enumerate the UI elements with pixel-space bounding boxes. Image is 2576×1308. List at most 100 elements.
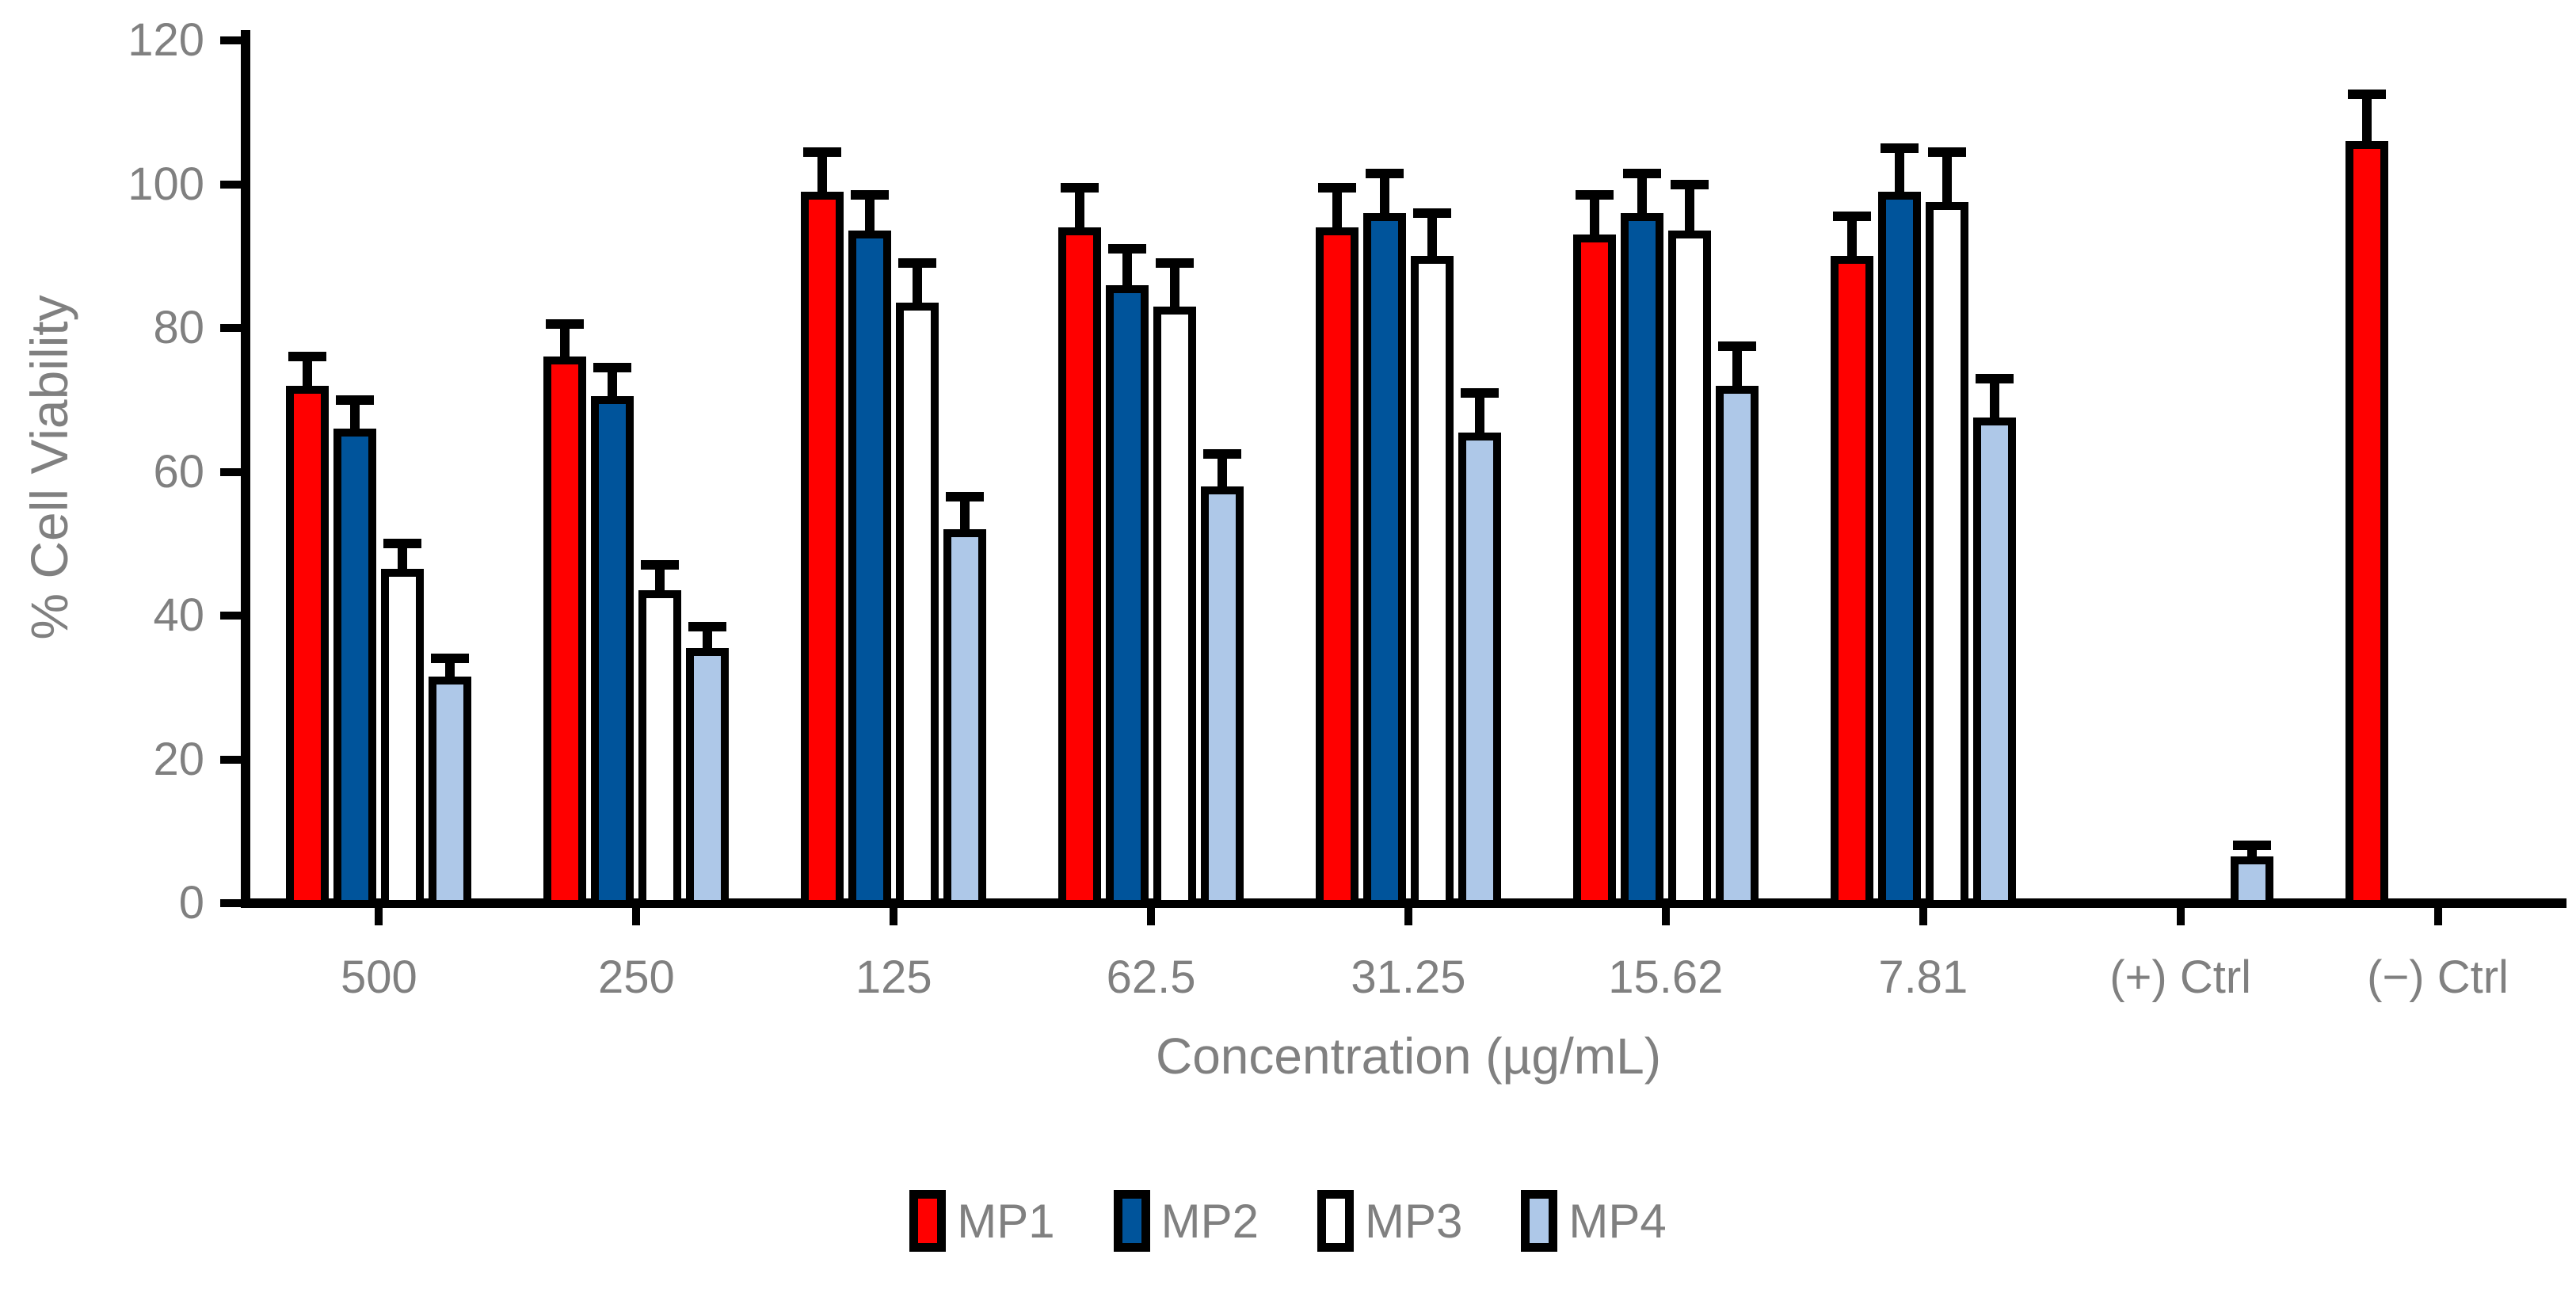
- y-tick-label-80: 80: [153, 302, 204, 353]
- x-axis-tick-5: [1661, 908, 1670, 925]
- error-bar-cap-MP1-15.62: [1575, 190, 1614, 200]
- error-bar-stem-MP1-(−) Ctrl: [2361, 94, 2372, 145]
- error-bar-stem-MP2-500: [350, 399, 360, 433]
- bar-MP2-31.25: [1363, 212, 1406, 908]
- error-bar-cap-MP2-500: [336, 395, 375, 405]
- legend-swatch-MP4: [1521, 1190, 1558, 1252]
- y-tick-label-40: 40: [153, 589, 204, 641]
- error-bar-stem-MP2-7.81: [1894, 148, 1904, 195]
- bar-MP3-7.81: [1925, 202, 1968, 908]
- y-axis-tick-60: [220, 467, 241, 476]
- legend-item-MP4: MP4: [1521, 1190, 1667, 1252]
- bar-MP3-62.5: [1153, 306, 1197, 908]
- bar-MP3-500: [381, 569, 425, 908]
- legend-item-MP2: MP2: [1113, 1190, 1259, 1252]
- error-bar-cap-MP3-125: [898, 258, 937, 269]
- error-bar-cap-MP1-(−) Ctrl: [2347, 90, 2386, 100]
- y-axis-tick-80: [220, 324, 241, 332]
- x-axis-tick-7: [2176, 908, 2185, 925]
- error-bar-stem-MP2-15.62: [1637, 173, 1647, 216]
- bar-MP4-7.81: [1972, 418, 2016, 908]
- error-bar-stem-MP3-15.62: [1684, 184, 1694, 235]
- error-bar-stem-MP1-62.5: [1075, 188, 1085, 231]
- error-bar-cap-MP4-15.62: [1717, 341, 1756, 351]
- legend-item-MP1: MP1: [909, 1190, 1055, 1252]
- bar-MP4-62.5: [1201, 486, 1244, 908]
- bar-MP1-500: [286, 385, 330, 908]
- y-axis-tick-120: [220, 36, 241, 44]
- error-bar-cap-MP4-250: [688, 621, 727, 631]
- x-axis-tick-8: [2433, 908, 2442, 925]
- x-tick-label-5: 15.62: [1608, 951, 1724, 1003]
- error-bar-stem-MP4-62.5: [1218, 453, 1228, 490]
- y-tick-label-20: 20: [153, 733, 204, 785]
- error-bar-cap-MP4-7.81: [1975, 373, 2014, 383]
- error-bar-cap-MP2-250: [593, 362, 632, 372]
- error-bar-stem-MP3-125: [913, 263, 923, 307]
- bar-MP2-500: [333, 429, 377, 908]
- error-bar-stem-MP2-125: [865, 195, 875, 235]
- error-bar-stem-MP2-62.5: [1122, 249, 1133, 288]
- error-bar-cap-MP4-125: [946, 492, 985, 502]
- bar-MP4-500: [429, 677, 472, 908]
- legend-label-MP3: MP3: [1365, 1194, 1463, 1248]
- error-bar-stem-MP4-7.81: [1989, 378, 1999, 421]
- x-axis-tick-6: [1919, 908, 1927, 925]
- bar-MP1-125: [801, 191, 844, 908]
- error-bar-cap-MP2-125: [851, 190, 890, 200]
- legend-label-MP4: MP4: [1568, 1194, 1667, 1248]
- bar-MP4-15.62: [1715, 385, 1759, 908]
- error-bar-stem-MP1-250: [560, 324, 570, 360]
- error-bar-cap-MP4-500: [431, 654, 470, 664]
- bar-MP2-125: [848, 231, 892, 908]
- error-bar-cap-MP4-62.5: [1203, 448, 1242, 459]
- error-bar-stem-MP2-31.25: [1380, 173, 1389, 216]
- bar-MP1-62.5: [1058, 227, 1102, 908]
- error-bar-cap-MP1-62.5: [1061, 183, 1099, 193]
- x-axis-tick-2: [890, 908, 898, 925]
- error-bar-stem-MP3-62.5: [1170, 263, 1180, 310]
- y-axis-tick-0: [220, 899, 241, 907]
- error-bar-cap-MP3-500: [383, 539, 422, 549]
- error-bar-cap-MP2-7.81: [1880, 143, 1919, 154]
- error-bar-stem-MP1-31.25: [1332, 188, 1342, 231]
- bar-MP3-125: [896, 303, 939, 908]
- legend-label-MP1: MP1: [957, 1194, 1055, 1248]
- error-bar-cap-MP3-15.62: [1670, 179, 1709, 189]
- x-axis-tick-4: [1404, 908, 1412, 925]
- x-axis-tick-3: [1147, 908, 1156, 925]
- error-bar-stem-MP1-500: [303, 357, 313, 389]
- y-tick-label-120: 120: [128, 14, 204, 66]
- y-axis-tick-40: [220, 612, 241, 620]
- error-bar-stem-MP1-7.81: [1846, 216, 1857, 260]
- error-bar-stem-MP4-250: [703, 626, 713, 651]
- bar-MP1-31.25: [1316, 227, 1358, 908]
- error-bar-cap-MP4-(+) Ctrl: [2232, 841, 2271, 851]
- legend-item-MP3: MP3: [1317, 1190, 1462, 1252]
- error-bar-cap-MP2-62.5: [1108, 244, 1147, 254]
- bar-MP2-7.81: [1877, 191, 1921, 908]
- x-tick-label-3: 62.5: [1106, 951, 1196, 1003]
- bar-MP1-(−) Ctrl: [2345, 141, 2388, 908]
- error-bar-cap-MP3-31.25: [1413, 208, 1451, 218]
- bar-MP4-31.25: [1458, 432, 1501, 908]
- error-bar-cap-MP1-500: [288, 352, 327, 362]
- legend-swatch-MP2: [1113, 1190, 1150, 1252]
- error-bar-stem-MP3-7.81: [1942, 151, 1952, 206]
- y-tick-label-100: 100: [128, 158, 204, 210]
- bar-MP3-31.25: [1411, 256, 1454, 908]
- x-axis-tick-1: [632, 908, 641, 925]
- error-bar-cap-MP2-31.25: [1366, 168, 1404, 178]
- legend-swatch-MP1: [909, 1190, 947, 1252]
- y-tick-label-0: 0: [178, 877, 204, 929]
- x-tick-label-0: 500: [341, 951, 417, 1003]
- bar-MP1-7.81: [1830, 256, 1873, 908]
- legend: MP1 MP2 MP3 MP4: [0, 1190, 2576, 1252]
- bar-MP2-62.5: [1106, 284, 1149, 908]
- bar-MP4-125: [943, 529, 987, 908]
- bar-MP2-15.62: [1620, 212, 1663, 908]
- error-bar-stem-MP3-250: [655, 565, 665, 594]
- bar-MP4-250: [686, 647, 730, 908]
- x-tick-label-1: 250: [597, 951, 675, 1003]
